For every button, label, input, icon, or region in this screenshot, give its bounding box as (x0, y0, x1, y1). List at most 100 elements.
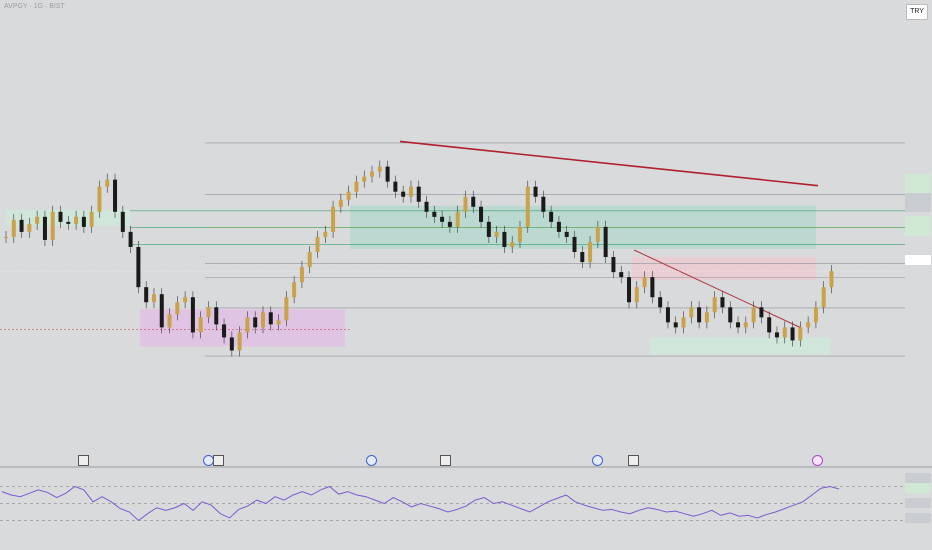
candle (743, 322, 748, 328)
candle (759, 307, 764, 318)
rsi-tag (905, 473, 931, 483)
candle (720, 297, 725, 308)
candle (798, 327, 803, 341)
candle (790, 327, 795, 341)
candle (11, 219, 16, 237)
event-marker[interactable] (366, 455, 377, 466)
candle (323, 231, 328, 237)
candle (463, 196, 468, 212)
candle (393, 181, 398, 192)
candle (588, 241, 593, 263)
chart-title: AVPGY · 1G · BIST (4, 3, 65, 10)
candle (128, 231, 133, 247)
candle (81, 216, 86, 227)
candle (315, 236, 320, 252)
candle (245, 317, 250, 333)
candle (136, 246, 141, 288)
event-marker[interactable] (812, 455, 823, 466)
candle (260, 312, 265, 328)
candle (346, 191, 351, 200)
candle (627, 277, 632, 303)
candle (502, 231, 507, 247)
candle (74, 216, 79, 224)
zone-of-interest-lower (650, 337, 830, 355)
candle (471, 196, 476, 207)
candle (120, 211, 125, 232)
candle (206, 307, 211, 318)
candle (712, 297, 717, 313)
candle (525, 186, 530, 227)
candle (673, 322, 678, 328)
candle (370, 171, 375, 177)
price-tag (905, 226, 931, 236)
price-tag (905, 184, 931, 194)
candle (564, 231, 569, 237)
rsi-tag (905, 513, 931, 523)
candle (276, 320, 281, 325)
candle (284, 297, 289, 321)
candle (595, 226, 600, 242)
candle (222, 324, 227, 338)
candle (556, 221, 561, 232)
candle (58, 211, 63, 222)
event-marker[interactable] (592, 455, 603, 466)
candle (190, 297, 195, 333)
candle (728, 307, 733, 323)
candle (401, 191, 406, 197)
event-marker[interactable] (78, 455, 89, 466)
price-tag (905, 174, 931, 184)
price-tag (905, 216, 931, 226)
candle (292, 282, 297, 298)
candle (307, 252, 312, 268)
candle (697, 307, 702, 323)
candle (66, 221, 71, 224)
candle (774, 332, 779, 338)
candle (517, 226, 522, 242)
candle (681, 317, 686, 328)
candle (642, 277, 647, 288)
candle (533, 186, 538, 197)
candle (19, 219, 24, 232)
candle (494, 231, 499, 237)
candle (175, 302, 180, 315)
candle (229, 337, 234, 351)
candle (424, 201, 429, 212)
event-marker[interactable] (440, 455, 451, 466)
candle (299, 267, 304, 283)
rsi-tag (905, 483, 931, 493)
candle (113, 179, 118, 212)
event-marker[interactable] (213, 455, 224, 466)
candle (167, 314, 172, 328)
candle (479, 206, 484, 222)
candle (42, 216, 47, 240)
candle (821, 287, 826, 308)
candle (440, 216, 445, 222)
candle (486, 221, 491, 237)
candle (377, 166, 382, 172)
price-tag (905, 202, 931, 212)
rsi-line (1, 485, 840, 522)
candle (151, 294, 156, 303)
candle (97, 186, 102, 212)
candle (603, 226, 608, 258)
candle (510, 241, 515, 247)
candle (35, 216, 40, 224)
candle (416, 186, 421, 202)
candle (813, 307, 818, 323)
candle (541, 196, 546, 212)
candle (829, 271, 834, 288)
candle (198, 317, 203, 333)
candle (354, 181, 359, 192)
event-marker[interactable] (628, 455, 639, 466)
candle (736, 322, 741, 328)
candle (455, 211, 460, 227)
price-tag (905, 255, 931, 265)
currency-badge[interactable]: TRY (906, 4, 928, 20)
candle (665, 307, 670, 323)
candle (408, 186, 413, 197)
candle (362, 176, 367, 182)
candle (447, 221, 452, 227)
candle (183, 297, 188, 303)
rsi-tag (905, 498, 931, 508)
